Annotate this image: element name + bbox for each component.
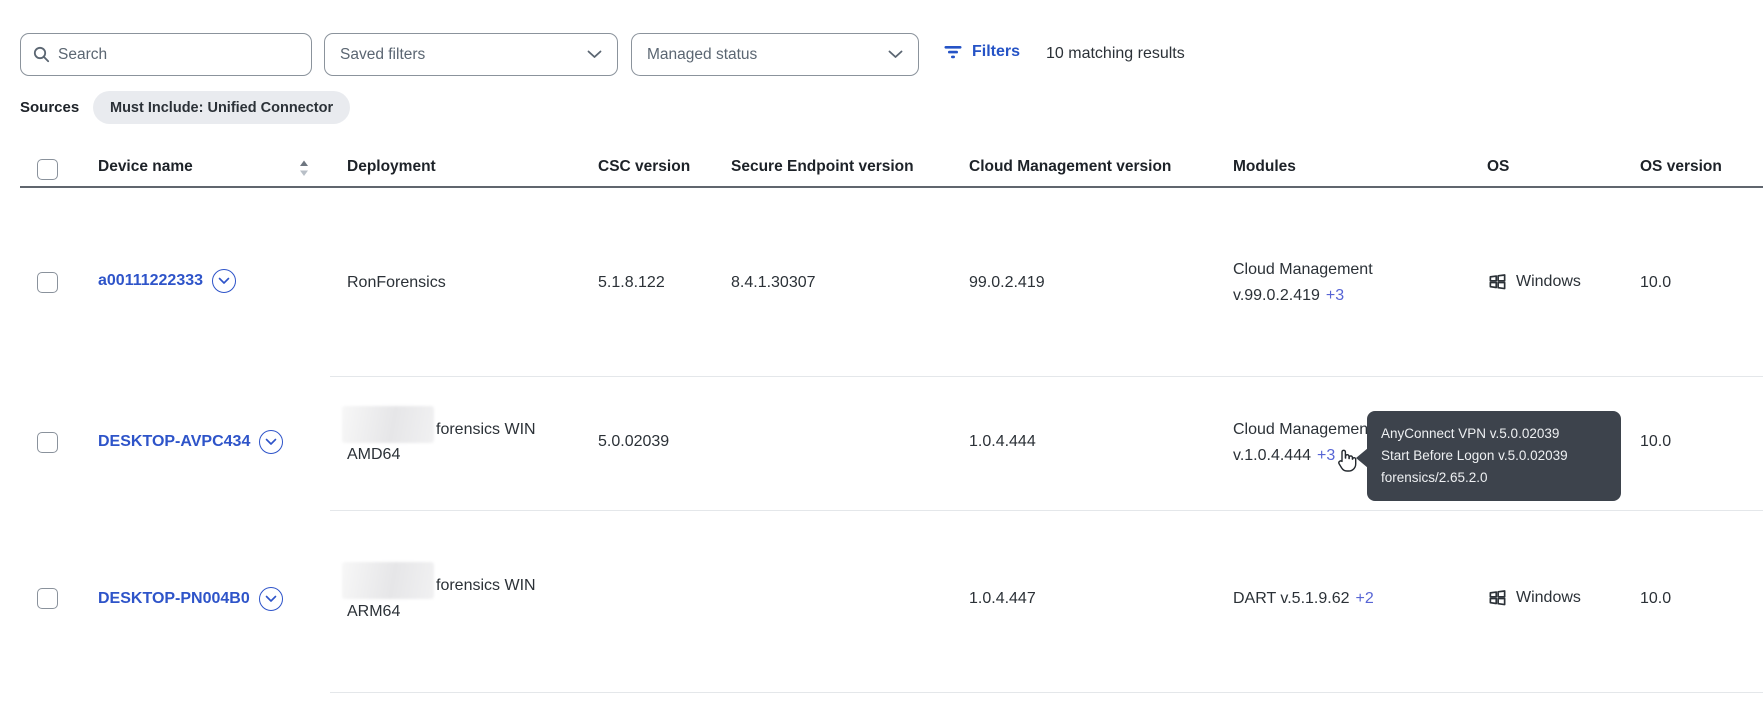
filters-label: Filters [972, 43, 1021, 60]
os-name: Windows [1516, 588, 1581, 606]
column-header-os[interactable]: OS [1487, 158, 1510, 175]
module-version: v.99.0.2.419 [1233, 287, 1320, 304]
device-name[interactable]: DESKTOP-PN004B0 [98, 590, 250, 607]
expand-device-icon[interactable] [212, 269, 237, 293]
search-icon [33, 46, 50, 63]
cloud-management-version-cell: 1.0.4.444 [969, 433, 1036, 450]
deployment-cell: RonForensics [347, 274, 446, 291]
select-all-checkbox[interactable] [37, 159, 58, 180]
search-input[interactable] [58, 45, 299, 64]
windows-icon [1487, 587, 1508, 608]
column-header-csc-version[interactable]: CSC version [598, 158, 691, 175]
deployment-cell-line1: forensics WIN [436, 577, 536, 594]
windows-icon [1487, 271, 1508, 292]
os-version-cell: 10.0 [1640, 590, 1672, 607]
row-checkbox[interactable] [37, 588, 58, 609]
chevron-down-icon [888, 50, 903, 59]
os-version-cell: 10.0 [1640, 433, 1672, 450]
saved-filters-label: Saved filters [340, 45, 426, 63]
column-header-modules[interactable]: Modules [1233, 158, 1296, 175]
saved-filters-dropdown[interactable]: Saved filters [324, 33, 618, 76]
row-checkbox[interactable] [37, 272, 58, 293]
device-name-link[interactable]: DESKTOP-AVPC434 [98, 430, 284, 454]
chevron-down-icon [587, 50, 602, 59]
more-modules-link[interactable]: +3 [1316, 447, 1336, 464]
os-version-cell: 10.0 [1640, 274, 1672, 291]
deployment-cell-line2: AMD64 [347, 446, 401, 463]
column-header-secure-endpoint-version[interactable]: Secure Endpoint version [731, 158, 914, 175]
cloud-management-version-cell: 1.0.4.447 [969, 590, 1036, 607]
expand-device-icon[interactable] [259, 430, 284, 454]
tooltip-line: AnyConnect VPN v.5.0.02039 [1381, 426, 1560, 441]
secure-endpoint-version-cell: 8.4.1.30307 [731, 274, 816, 291]
modules-cell: DART v.5.1.9.62 +2 [1233, 587, 1374, 611]
modules-cell: Cloud Management v.1.0.4.444 +3 [1233, 417, 1373, 469]
expand-device-icon[interactable] [258, 587, 283, 611]
hand-cursor [1334, 447, 1357, 478]
row-divider [330, 692, 1763, 693]
deployment-cell-line1: forensics WIN [436, 421, 536, 438]
os-cell: Windows [1487, 587, 1581, 608]
tooltip-arrow [1356, 448, 1368, 468]
tooltip-line: forensics/2.65.2.0 [1381, 470, 1488, 485]
column-header-os-version[interactable]: OS version [1640, 158, 1722, 175]
device-name-link[interactable]: DESKTOP-PN004B0 [98, 587, 283, 611]
row-checkbox[interactable] [37, 432, 58, 453]
tooltip-line: Start Before Logon v.5.0.02039 [1381, 448, 1568, 463]
redacted-text [342, 562, 434, 599]
column-header-cloud-management-version[interactable]: Cloud Management version [969, 158, 1172, 175]
column-header-deployment[interactable]: Deployment [347, 158, 436, 175]
header-divider [20, 186, 1763, 188]
device-name[interactable]: a00111222333 [98, 272, 204, 289]
more-modules-link[interactable]: +2 [1355, 590, 1374, 607]
sources-label: Sources [20, 99, 80, 116]
os-cell: Windows [1487, 271, 1581, 292]
module-name: DART v.5.1.9.62 [1233, 590, 1350, 607]
module-name: Cloud Management [1233, 421, 1373, 438]
row-divider [330, 376, 1763, 377]
cloud-management-version-cell: 99.0.2.419 [969, 274, 1045, 291]
more-modules-link[interactable]: +3 [1325, 287, 1345, 304]
matching-results-count: 10 matching results [1046, 45, 1185, 62]
column-header-device-name[interactable]: Device name [98, 158, 193, 175]
device-name-link[interactable]: a00111222333 [98, 269, 237, 293]
source-filter-chip[interactable]: Must Include: Unified Connector [93, 91, 351, 124]
csc-version-cell: 5.1.8.122 [598, 274, 665, 291]
managed-status-dropdown[interactable]: Managed status [631, 33, 919, 76]
managed-status-label: Managed status [647, 45, 758, 63]
os-name: Windows [1516, 272, 1581, 290]
filters-button[interactable]: Filters [944, 43, 1020, 61]
modules-cell: Cloud Management v.99.0.2.419 +3 [1233, 257, 1373, 309]
row-divider [330, 510, 1763, 511]
modules-tooltip: AnyConnect VPN v.5.0.02039 Start Before … [1356, 411, 1621, 501]
module-name: Cloud Management [1233, 261, 1373, 278]
search-box[interactable] [20, 33, 312, 76]
deployment-cell-line2: ARM64 [347, 603, 401, 620]
csc-version-cell: 5.0.02039 [598, 433, 670, 450]
filter-lines-icon [944, 45, 963, 59]
redacted-text [342, 406, 434, 443]
device-name[interactable]: DESKTOP-AVPC434 [98, 433, 251, 450]
sort-arrows-icon[interactable] [299, 160, 309, 182]
module-version: v.1.0.4.444 [1233, 447, 1311, 464]
